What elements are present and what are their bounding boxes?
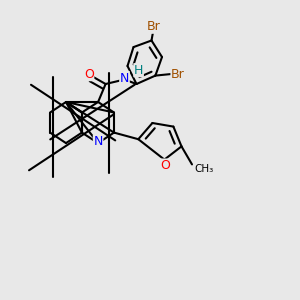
Text: Br: Br: [171, 68, 185, 81]
Text: H: H: [134, 64, 143, 77]
Text: O: O: [84, 68, 94, 81]
Text: CH₃: CH₃: [194, 164, 214, 174]
Text: Br: Br: [146, 20, 160, 33]
Text: O: O: [160, 159, 170, 172]
Text: N: N: [93, 135, 103, 148]
Text: N: N: [120, 71, 129, 85]
